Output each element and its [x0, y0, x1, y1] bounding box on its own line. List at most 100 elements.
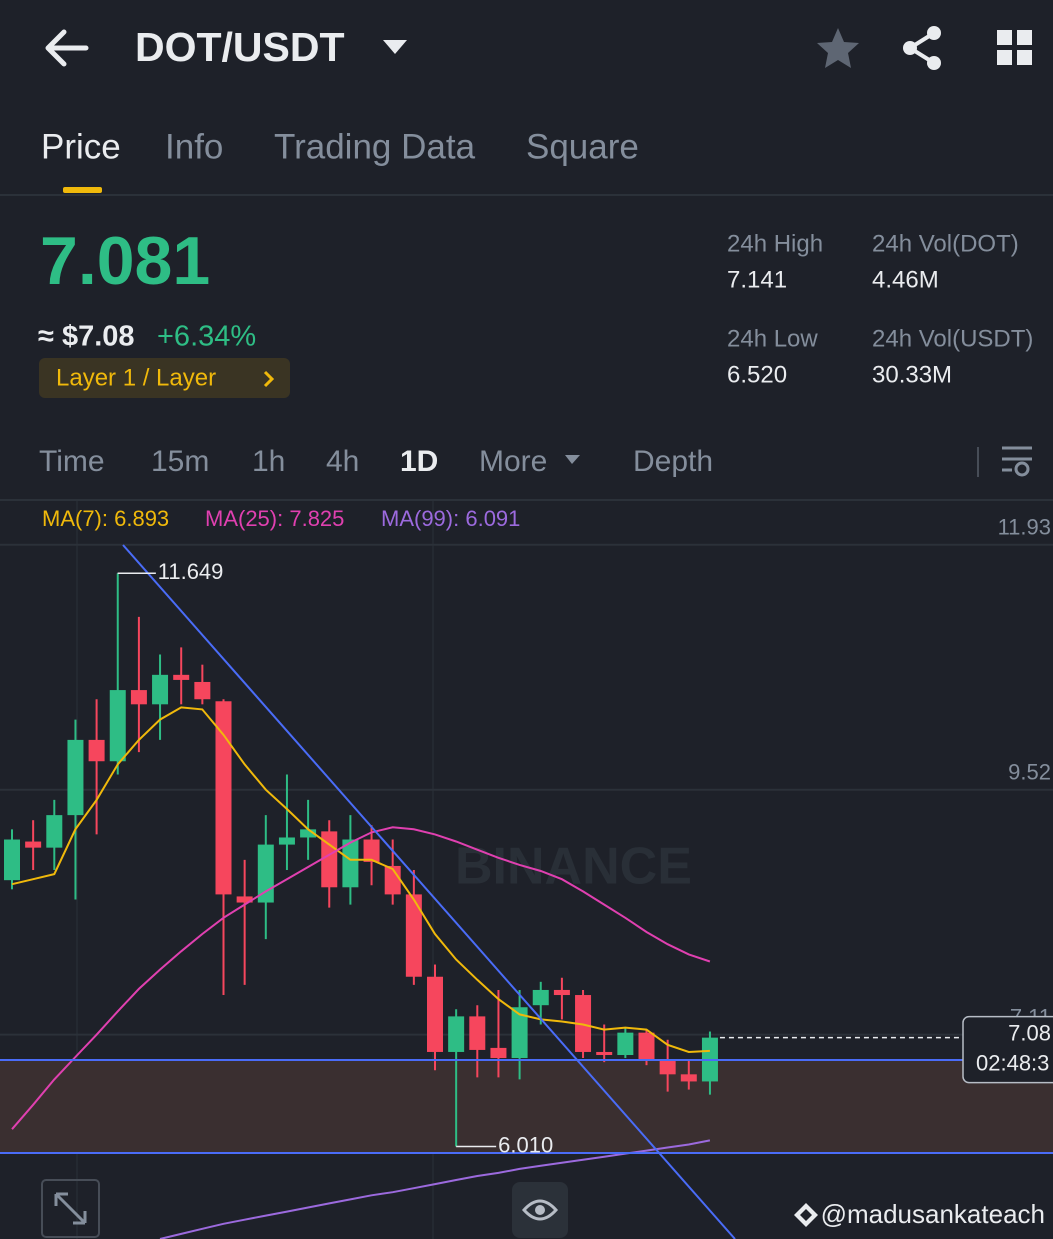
stat-label: 24h Low [727, 325, 818, 352]
badge-chevron [263, 370, 275, 388]
candle-body [173, 674, 190, 680]
binance-logo [794, 1203, 818, 1227]
candle-body [596, 1051, 613, 1056]
sector-badge[interactable]: Layer 1 / Layer [39, 358, 290, 398]
plot-area: BINANCE [4, 573, 718, 1239]
stat-label: 24h Vol(USDT) [872, 325, 1033, 352]
more-dropdown[interactable] [565, 455, 580, 464]
grid-cell [1017, 50, 1032, 65]
support-zone [0, 1060, 1053, 1153]
legend-entry: MA(7): 6.893 [42, 506, 169, 531]
interval[interactable]: More [479, 445, 547, 478]
drawings [0, 544, 1053, 1239]
candle-body [130, 690, 147, 705]
legend-entry: MA(99): 6.091 [381, 506, 520, 531]
low-annotation: 6.010 [498, 1132, 553, 1157]
grid-cell [997, 30, 1012, 45]
interval[interactable]: 15m [151, 445, 209, 478]
candle-body [215, 701, 232, 895]
stat-label: 24h Vol(DOT) [872, 230, 1019, 257]
candle-body [469, 1016, 486, 1050]
pair-title[interactable]: DOT/USDT [135, 24, 345, 70]
ma-line [11, 826, 711, 1130]
grid-cell [1017, 30, 1032, 45]
candle-body [363, 839, 380, 862]
last-price-box [962, 1015, 1053, 1084]
candle-body [342, 839, 359, 888]
candle-body [194, 681, 211, 700]
stat-value: 30.33M [872, 361, 952, 388]
candle-body [638, 1032, 655, 1061]
grid-menu[interactable] [997, 30, 1032, 65]
back-arrow [45, 29, 89, 67]
y-tick-label: 11.93 [998, 515, 1051, 540]
tab[interactable]: Square [526, 127, 639, 166]
candle-body [25, 841, 42, 848]
ma-line [11, 706, 710, 1054]
candle-body [680, 1074, 697, 1082]
candle-body [321, 831, 338, 888]
stat-value: 6.520 [727, 361, 787, 388]
candle-body [46, 815, 63, 848]
eye-icon [521, 1199, 559, 1221]
chart-settings[interactable] [1002, 446, 1032, 477]
interval[interactable]: Time [39, 445, 105, 478]
ma-line [159, 1139, 711, 1239]
watermark-handle: @madusankateach [821, 1199, 1045, 1229]
interval[interactable]: 1D [400, 445, 438, 478]
countdown: 02:48:3 [976, 1050, 1049, 1075]
fullscreen-button[interactable] [41, 1179, 100, 1238]
stat-value: 4.46M [872, 266, 939, 293]
settings-gear [1014, 461, 1030, 477]
eye-pupil [535, 1205, 545, 1215]
favorite-star[interactable] [817, 28, 859, 68]
visibility-button[interactable] [512, 1182, 568, 1238]
stat-label: 24h High [727, 230, 823, 257]
tab[interactable]: Price [41, 127, 121, 166]
interval[interactable]: 4h [326, 445, 359, 478]
price-change: +6.34% [157, 321, 256, 353]
candle-body [511, 1007, 528, 1059]
candle-body [152, 674, 169, 705]
candle-body [300, 829, 317, 838]
share-button[interactable] [903, 26, 941, 70]
interval[interactable]: Depth [633, 445, 713, 478]
candle-body [532, 989, 549, 1006]
candle-body [405, 894, 422, 977]
candle-body [617, 1032, 634, 1056]
badge-bg [39, 358, 290, 398]
expand-icon [54, 1192, 87, 1225]
sector-label: Layer 1 / Layer [56, 364, 216, 391]
pair-dropdown[interactable] [383, 40, 407, 54]
trend-line [122, 544, 736, 1239]
candle-body [236, 896, 253, 903]
last-price-label: 7.08 [1008, 1020, 1051, 1045]
candle-body [88, 739, 105, 762]
candle-body [448, 1016, 465, 1052]
candle-body [427, 976, 443, 1052]
candle-body [109, 690, 126, 762]
fiat-price: ≈ $7.08 [38, 321, 135, 353]
candle-body [278, 837, 295, 845]
candle-body [553, 989, 570, 996]
high-annotation: 11.649 [158, 559, 224, 584]
price-chart [0, 500, 1053, 1239]
candle-body [490, 1047, 507, 1059]
tab[interactable]: Trading Data [274, 127, 476, 166]
interval[interactable]: 1h [252, 445, 285, 478]
tab-indicator [63, 187, 102, 193]
candle-body [4, 839, 20, 881]
button-frame [41, 1179, 100, 1238]
candle-body [659, 1060, 676, 1075]
grid-cell [997, 50, 1012, 65]
candle-body [67, 739, 84, 816]
share-link [906, 31, 936, 65]
y-tick-label: 9.52 [1008, 760, 1051, 785]
tab[interactable]: Info [165, 127, 223, 166]
last-price: 7.081 [40, 223, 210, 299]
stat-value: 7.141 [727, 266, 787, 293]
legend-entry: MA(25): 7.825 [205, 506, 344, 531]
back-button[interactable] [45, 29, 89, 67]
